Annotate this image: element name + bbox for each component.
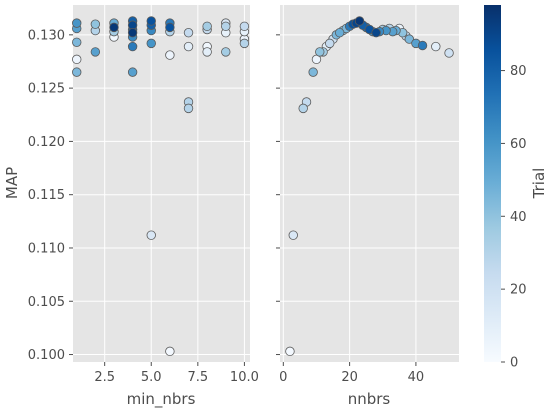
y-tick-label: 0.105 bbox=[28, 295, 65, 310]
x-tick-label: 5.0 bbox=[141, 370, 162, 385]
colorbar-tick-label: 80 bbox=[510, 64, 527, 79]
y-tick-marks bbox=[276, 34, 280, 356]
panel-min-nbrs: 2.5 5.0 7.5 10.0 0.1000.1050.1100.1150.1200… bbox=[3, 5, 259, 409]
y-tick-label: 0.100 bbox=[28, 348, 65, 363]
x-tick-label: 20 bbox=[341, 370, 358, 385]
scatter-point bbox=[127, 41, 138, 52]
x-tick-label: 0 bbox=[279, 370, 287, 385]
scatter-point bbox=[239, 21, 250, 32]
x-tick-label: 10.0 bbox=[230, 370, 259, 385]
scatter-point bbox=[183, 103, 194, 114]
colorbar-tick-label: 0 bbox=[510, 356, 518, 371]
scatter-point bbox=[72, 54, 82, 65]
y-tick-label: 0.125 bbox=[28, 82, 65, 97]
scatter-point bbox=[431, 41, 441, 52]
scatter-points bbox=[72, 16, 250, 357]
x-tick-labels: 2.5 5.0 7.5 10.0 bbox=[94, 362, 259, 385]
colorbar-label: Trial bbox=[530, 168, 548, 200]
scatter-point bbox=[183, 28, 194, 38]
scatter-point bbox=[109, 22, 119, 33]
x-tick-label: 40 bbox=[408, 370, 425, 385]
colorbar-gradient bbox=[484, 5, 501, 362]
colorbar-tick-label: 40 bbox=[510, 210, 527, 225]
panel-nnbrs: 0 20 40 nnbrs bbox=[276, 5, 459, 408]
scatter-point bbox=[404, 34, 414, 44]
scatter-points bbox=[285, 16, 454, 357]
scatter-point bbox=[202, 21, 212, 32]
panel-background bbox=[73, 5, 250, 362]
scatter-point bbox=[221, 47, 231, 57]
scatter-point bbox=[315, 47, 325, 57]
scatter-point bbox=[202, 47, 212, 57]
scatter-point bbox=[90, 19, 101, 29]
scatter-point bbox=[127, 67, 138, 77]
gridlines bbox=[73, 5, 250, 362]
scatter-point bbox=[165, 50, 175, 60]
x-tick-label: 2.5 bbox=[94, 370, 115, 385]
scatter-point bbox=[444, 48, 454, 58]
scatter-point bbox=[165, 22, 175, 33]
scatter-point bbox=[127, 28, 138, 38]
colorbar: 0 20 40 60 80 Trial bbox=[484, 5, 548, 371]
scatter-point bbox=[288, 230, 298, 240]
scatter-point bbox=[354, 16, 365, 26]
scatter-point bbox=[183, 41, 194, 52]
scatter-point bbox=[371, 28, 381, 38]
panel-background bbox=[280, 5, 459, 362]
scatter-point bbox=[72, 18, 82, 28]
colorbar-tick-label: 60 bbox=[510, 137, 527, 152]
x-axis-label: min_nbrs bbox=[127, 390, 196, 409]
y-tick-label: 0.130 bbox=[28, 28, 65, 43]
x-tick-labels: 0 20 40 bbox=[279, 362, 424, 385]
y-tick-label: 0.115 bbox=[28, 188, 65, 203]
colorbar-tick-labels: 0 20 40 60 80 bbox=[501, 64, 527, 371]
scatter-point bbox=[146, 230, 156, 240]
y-tick-labels: 0.100 0.105 0.110 0.115 0.120 0.125 0.130 bbox=[28, 28, 73, 363]
scatter-point bbox=[72, 67, 82, 77]
gridlines bbox=[280, 5, 459, 362]
y-tick-label: 0.120 bbox=[28, 135, 65, 150]
scatter-point bbox=[146, 16, 156, 26]
x-tick-label: 7.5 bbox=[187, 370, 208, 385]
scatter-point bbox=[417, 40, 428, 51]
scatter-point bbox=[72, 37, 82, 47]
scatter-point bbox=[221, 21, 231, 32]
scatter-point bbox=[334, 28, 345, 38]
scatter-point bbox=[239, 38, 250, 49]
scatter-point bbox=[308, 67, 318, 77]
y-axis-label: MAP bbox=[3, 167, 21, 199]
y-tick-label: 0.110 bbox=[28, 241, 65, 256]
scatter-point bbox=[285, 346, 295, 357]
scatter-point bbox=[165, 346, 175, 357]
scatter-point bbox=[90, 47, 101, 57]
x-axis-label: nnbrs bbox=[348, 390, 391, 408]
colorbar-tick-label: 20 bbox=[510, 283, 527, 298]
scatter-point bbox=[325, 38, 335, 49]
scatter-point bbox=[298, 103, 308, 114]
scatter-point bbox=[146, 38, 156, 49]
